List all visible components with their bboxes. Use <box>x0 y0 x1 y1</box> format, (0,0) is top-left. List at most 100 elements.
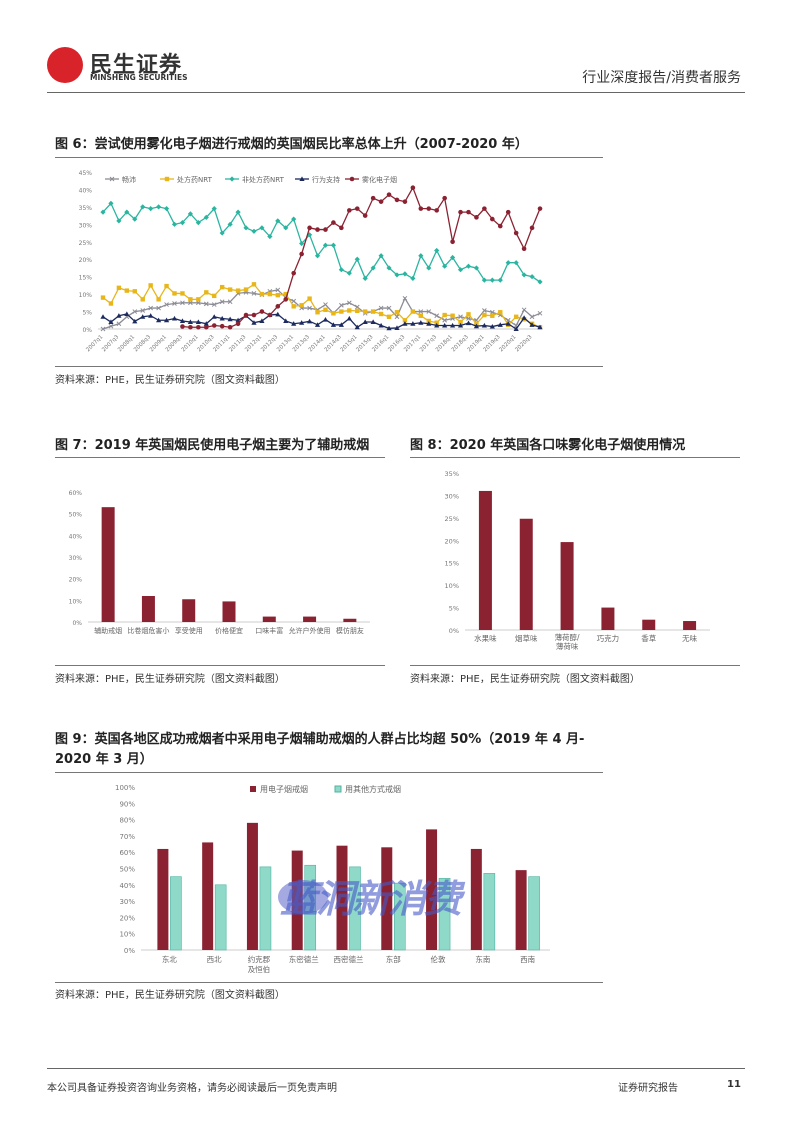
fig8-bottom-rule <box>410 665 740 666</box>
data-point <box>489 277 495 283</box>
series-line-雾化电子烟 <box>182 186 541 328</box>
data-point <box>482 308 487 313</box>
fig6-bottom-rule <box>55 366 603 367</box>
data-point <box>339 225 344 231</box>
data-point <box>458 314 463 320</box>
data-point <box>362 319 368 325</box>
data-point <box>529 314 535 320</box>
y-tick-label: 20% <box>119 914 135 922</box>
data-point <box>116 218 122 224</box>
data-point <box>457 322 464 328</box>
fig6-title: 图 6：尝试使用雾化电子烟进行戒烟的英国烟民比率总体上升（2007-2020 年… <box>55 137 528 152</box>
y-tick-label: 10% <box>119 931 135 939</box>
data-point <box>450 239 455 245</box>
data-point <box>163 317 170 323</box>
data-point <box>203 301 209 307</box>
data-point <box>291 270 296 276</box>
data-point <box>418 320 424 325</box>
data-point <box>124 288 130 293</box>
bar <box>478 490 492 630</box>
data-point <box>267 233 273 240</box>
y-tick-label: 25% <box>445 515 459 523</box>
bar-用其他方式戒烟 <box>259 866 272 951</box>
bar-用其他方式戒烟 <box>349 866 361 951</box>
data-point <box>163 206 170 212</box>
data-point <box>275 218 281 224</box>
bar <box>560 542 574 630</box>
y-tick-label: 60% <box>119 849 135 857</box>
x-category-label: 西北 <box>207 955 222 964</box>
bar <box>343 618 357 622</box>
data-point <box>156 297 161 302</box>
data-point <box>521 315 527 320</box>
x-category-label: 东部 <box>386 954 401 964</box>
bar-用电子烟戒烟 <box>381 847 393 950</box>
data-point <box>235 209 241 215</box>
data-point <box>219 299 225 305</box>
data-point <box>482 206 487 211</box>
data-point <box>418 253 424 259</box>
x-category-label: 口味丰富 <box>255 626 283 635</box>
data-point <box>204 290 209 295</box>
data-point <box>410 309 416 314</box>
data-point <box>283 297 289 302</box>
data-point <box>465 320 472 326</box>
data-point <box>227 316 233 322</box>
data-point <box>267 291 273 297</box>
x-category-label: 价格便宜 <box>215 626 243 635</box>
bar-用电子烟戒烟 <box>157 848 169 950</box>
data-point <box>370 195 376 201</box>
x-category-label: 西南 <box>520 954 536 964</box>
data-point <box>378 253 384 259</box>
y-tick-label: 10% <box>445 582 459 590</box>
data-point <box>100 326 106 332</box>
data-point <box>354 304 360 310</box>
y-tick-label: 15% <box>79 275 93 282</box>
data-point <box>243 312 249 318</box>
y-tick-label: 20% <box>79 257 93 264</box>
y-tick-label: 15% <box>445 560 459 568</box>
data-point <box>505 321 511 326</box>
data-point <box>100 314 106 319</box>
bar-用其他方式戒烟 <box>528 876 540 951</box>
bar <box>519 518 533 630</box>
series-line-非处方药NRT <box>102 202 541 283</box>
data-point <box>434 208 440 213</box>
data-point <box>322 242 329 248</box>
fig9-title-line1: 图 9：英国各地区成功戒烟者中采用电子烟辅助戒烟的人群占比均超 50%（2019… <box>55 732 585 747</box>
data-point <box>418 313 424 318</box>
data-point <box>116 313 122 318</box>
data-point <box>140 308 146 313</box>
data-point <box>108 301 114 306</box>
data-point <box>386 192 392 197</box>
data-point <box>513 260 519 266</box>
bar-用电子烟戒烟 <box>470 848 482 950</box>
data-point <box>410 275 416 282</box>
data-point <box>474 215 479 220</box>
data-point <box>291 304 296 309</box>
data-point <box>434 322 440 328</box>
fig7-bar-chart: 0% 10% 20% 30% 40% 50% 60% 辅助戒烟 比卷烟危害小 享受使用 价格便宜 口味… <box>69 490 370 635</box>
data-point <box>434 313 440 319</box>
watermark-eye-icon <box>278 880 328 914</box>
data-point <box>370 319 376 325</box>
y-tick-label: 10% <box>69 598 83 605</box>
bar-用电子烟戒烟 <box>426 829 438 950</box>
bar-用电子烟戒烟 <box>246 822 258 950</box>
bar <box>683 621 697 630</box>
y-tick-label: 35% <box>445 470 459 478</box>
footer-disclaimer: 本公司具备证券投资咨询业务资格，请务必阅读最后一页免责声明 <box>47 1083 337 1094</box>
series-line-畅沛 <box>102 289 541 330</box>
bar <box>141 596 155 622</box>
data-point <box>235 288 241 293</box>
data-point <box>402 321 408 326</box>
fig9-bottom-rule <box>55 982 603 983</box>
y-tick-label: 30% <box>445 492 459 500</box>
data-point <box>323 302 328 307</box>
data-point <box>243 287 249 292</box>
data-point <box>473 265 480 271</box>
data-point <box>450 313 455 318</box>
data-point <box>299 176 305 181</box>
data-point <box>259 291 265 297</box>
